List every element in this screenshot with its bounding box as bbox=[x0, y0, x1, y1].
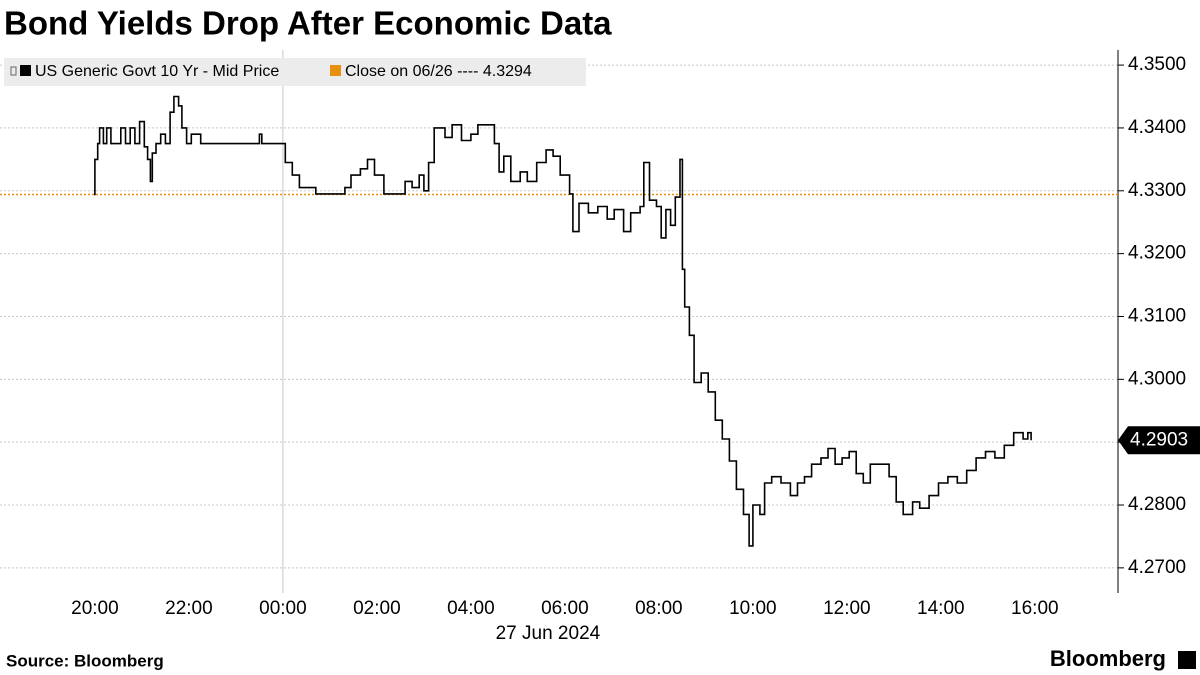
brand-icon bbox=[1178, 651, 1196, 669]
x-tick-label: 06:00 bbox=[541, 598, 589, 619]
x-tick-label: 20:00 bbox=[71, 598, 119, 619]
legend-swatch bbox=[330, 65, 341, 76]
legend-label: US Generic Govt 10 Yr - Mid Price bbox=[35, 63, 279, 80]
legend-sep: ---- bbox=[453, 63, 483, 80]
x-tick-label: 12:00 bbox=[823, 598, 871, 619]
legend-swatch bbox=[20, 65, 31, 76]
price-line bbox=[94, 95, 1032, 547]
y-tick-label: 4.3000 bbox=[1128, 368, 1186, 389]
x-tick-label: 08:00 bbox=[635, 598, 683, 619]
legend-label: Close on 06/26 ---- 4.3294 bbox=[345, 63, 532, 80]
y-tick-label: 4.2800 bbox=[1128, 494, 1186, 515]
legend-box bbox=[4, 58, 586, 86]
y-tick-label: 4.3300 bbox=[1128, 180, 1186, 201]
x-tick-label: 04:00 bbox=[447, 598, 495, 619]
x-tick-label: 02:00 bbox=[353, 598, 401, 619]
x-tick-label: 16:00 bbox=[1011, 598, 1059, 619]
y-tick-label: 4.3400 bbox=[1128, 117, 1186, 138]
last-value-box bbox=[1118, 426, 1200, 455]
legend-ref-value: 4.3294 bbox=[483, 63, 532, 80]
x-tick-label: 14:00 bbox=[917, 598, 965, 619]
last-value-label: 4.2903 bbox=[1130, 429, 1188, 450]
x-tick-label: 10:00 bbox=[729, 598, 777, 619]
y-tick-label: 4.3200 bbox=[1128, 243, 1186, 264]
date-label: 27 Jun 2024 bbox=[496, 623, 601, 644]
legend-ref-name: Close on 06/26 bbox=[345, 63, 453, 80]
x-tick-label: 00:00 bbox=[259, 598, 307, 619]
y-tick-label: 4.3500 bbox=[1128, 54, 1186, 75]
y-tick-label: 4.2700 bbox=[1128, 557, 1186, 578]
chart-title: Bond Yields Drop After Economic Data bbox=[4, 5, 612, 42]
source: Source: Bloomberg bbox=[6, 651, 164, 670]
legend-icon bbox=[10, 66, 17, 76]
brand: Bloomberg bbox=[1050, 646, 1166, 671]
y-tick-label: 4.3100 bbox=[1128, 305, 1186, 326]
x-tick-label: 22:00 bbox=[165, 598, 213, 619]
